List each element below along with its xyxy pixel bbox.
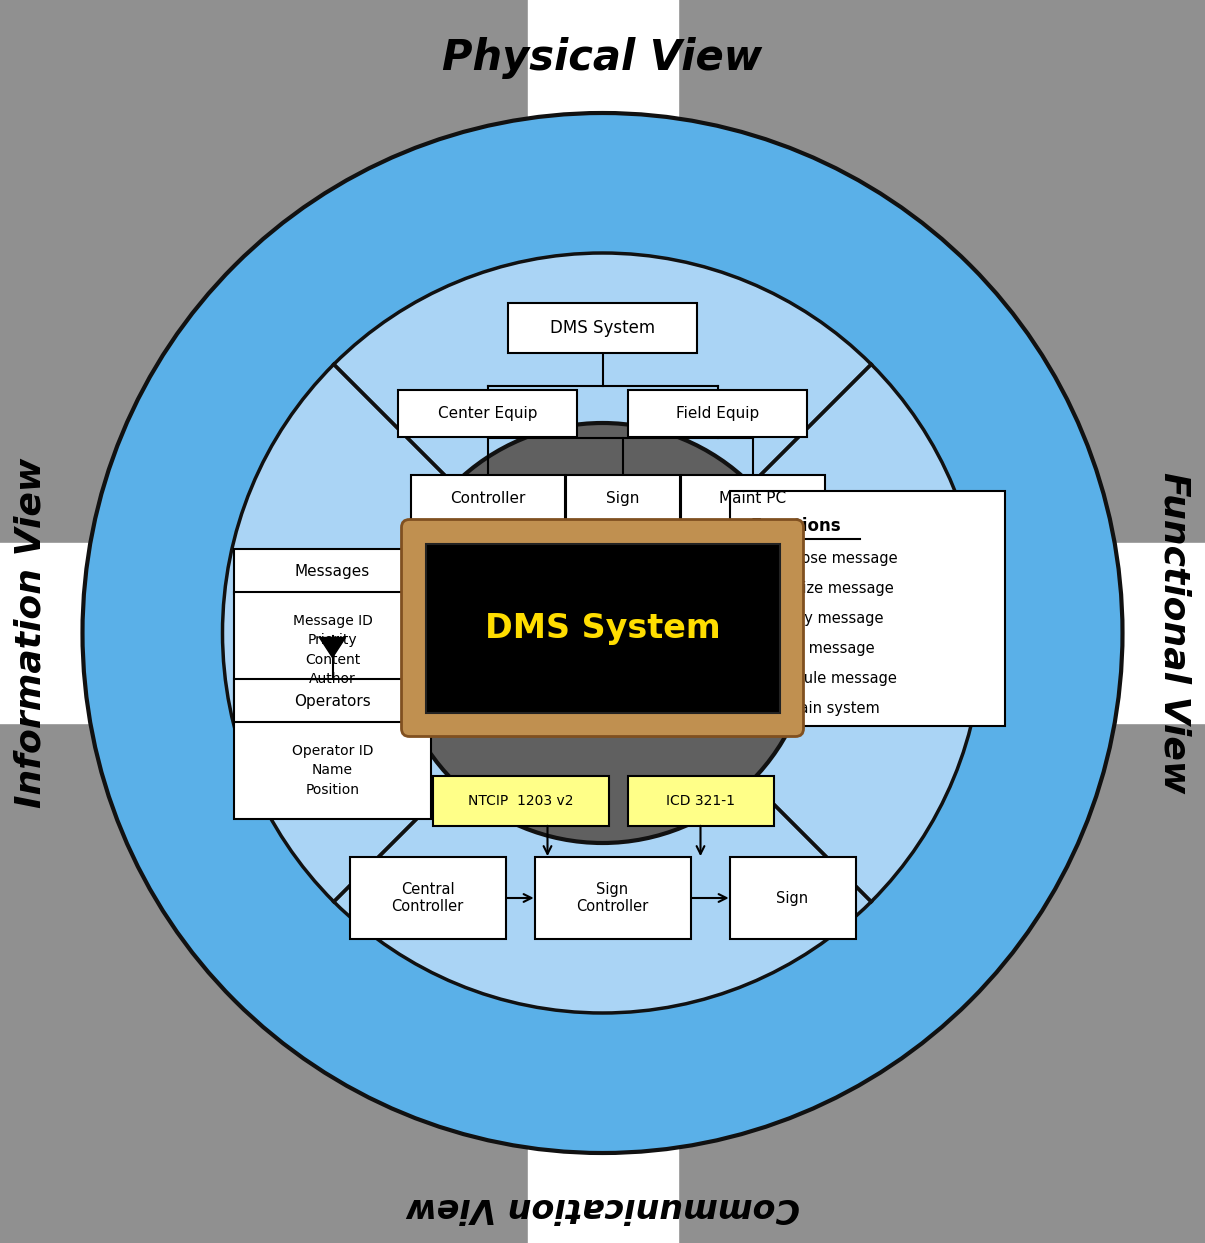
Text: Information View: Information View (13, 457, 47, 808)
FancyBboxPatch shape (401, 520, 804, 737)
Text: Sign: Sign (776, 890, 809, 905)
Text: •Compose message: •Compose message (750, 551, 898, 566)
Circle shape (82, 113, 1123, 1154)
FancyBboxPatch shape (349, 856, 506, 938)
Text: ICD 321-1: ICD 321-1 (666, 794, 735, 808)
FancyBboxPatch shape (628, 776, 774, 827)
Circle shape (223, 254, 982, 1013)
Text: •Select message: •Select message (750, 641, 875, 656)
FancyBboxPatch shape (234, 679, 431, 723)
Text: DMS System: DMS System (549, 319, 656, 337)
Text: DMS System: DMS System (484, 612, 721, 645)
FancyBboxPatch shape (729, 856, 856, 938)
FancyBboxPatch shape (234, 548, 431, 593)
FancyBboxPatch shape (681, 475, 824, 522)
Text: Functional View: Functional View (1158, 472, 1192, 793)
Text: Field Equip: Field Equip (676, 405, 759, 420)
Text: •Prioritize message: •Prioritize message (750, 580, 894, 595)
Text: Maint PC: Maint PC (719, 491, 786, 506)
FancyBboxPatch shape (535, 856, 690, 938)
FancyBboxPatch shape (398, 389, 577, 436)
FancyBboxPatch shape (234, 592, 431, 709)
Polygon shape (528, 1144, 677, 1243)
Polygon shape (319, 638, 346, 658)
FancyBboxPatch shape (425, 543, 780, 712)
Text: Operator ID
Name
Position: Operator ID Name Position (292, 743, 374, 797)
FancyBboxPatch shape (433, 776, 609, 827)
Text: Sign
Controller: Sign Controller (576, 881, 648, 914)
Polygon shape (528, 0, 677, 123)
Text: Central
Controller: Central Controller (392, 881, 464, 914)
Text: •Schedule message: •Schedule message (750, 671, 897, 686)
Text: Sign: Sign (606, 491, 639, 506)
FancyBboxPatch shape (565, 475, 680, 522)
Polygon shape (1112, 543, 1205, 723)
Circle shape (393, 423, 812, 843)
Text: •Maintain system: •Maintain system (750, 701, 880, 716)
Text: Functions: Functions (750, 517, 841, 534)
FancyBboxPatch shape (509, 303, 696, 353)
FancyBboxPatch shape (411, 475, 564, 522)
Text: Message ID
Priority
Content
Author: Message ID Priority Content Author (293, 614, 372, 686)
Polygon shape (0, 543, 93, 723)
FancyBboxPatch shape (234, 721, 431, 818)
Text: Physical View: Physical View (442, 37, 763, 80)
FancyBboxPatch shape (628, 389, 807, 436)
Text: Controller: Controller (449, 491, 525, 506)
FancyBboxPatch shape (730, 491, 1005, 726)
Text: Messages: Messages (295, 563, 370, 578)
Text: Operators: Operators (294, 694, 371, 709)
Text: Center Equip: Center Equip (437, 405, 537, 420)
Text: •Display message: •Display message (750, 612, 883, 626)
Text: Communication View: Communication View (405, 1192, 800, 1224)
Text: NTCIP  1203 v2: NTCIP 1203 v2 (468, 794, 574, 808)
